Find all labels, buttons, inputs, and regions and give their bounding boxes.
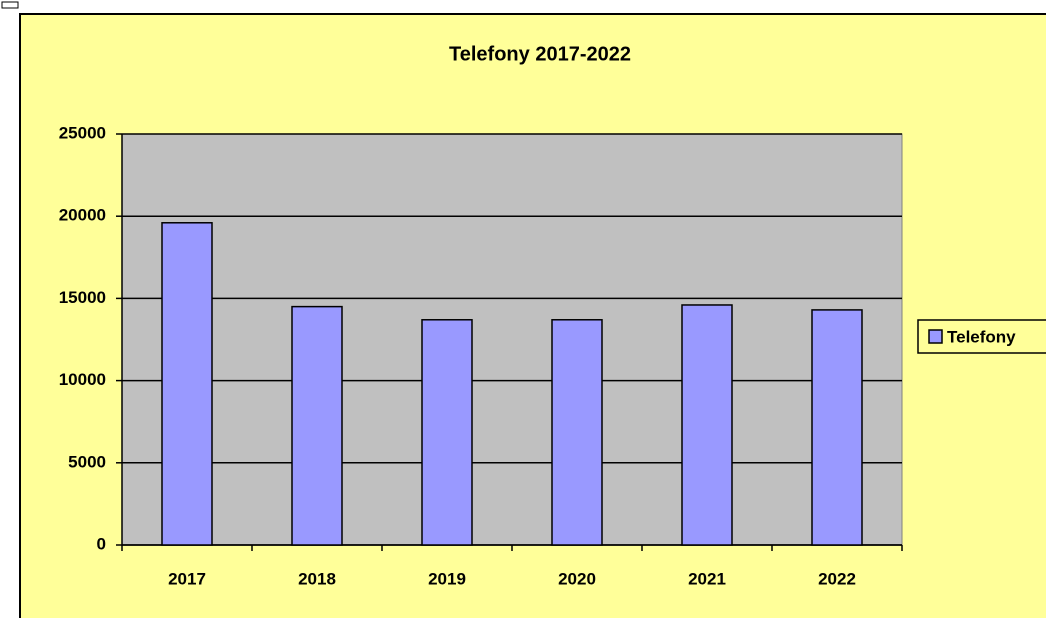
bar	[551, 319, 603, 546]
y-tick-label: 15000	[59, 288, 106, 307]
bar	[811, 309, 863, 546]
bar	[421, 319, 473, 546]
x-tick-label: 2021	[688, 569, 726, 588]
legend-swatch	[928, 329, 943, 344]
x-tick-label: 2020	[558, 569, 596, 588]
chart-title: Telefony 2017-2022	[449, 43, 631, 65]
y-tick-label: 5000	[68, 452, 106, 471]
plot-area	[121, 133, 903, 546]
y-tick-label: 10000	[59, 370, 106, 389]
x-tick-label: 2019	[428, 569, 466, 588]
bar	[681, 304, 733, 546]
bar	[161, 222, 213, 546]
y-tick-label: 0	[97, 534, 106, 553]
x-tick-label: 2017	[168, 569, 206, 588]
y-tick-label: 20000	[59, 206, 106, 225]
y-tick-label: 25000	[59, 123, 106, 142]
resize-handle	[1, 1, 19, 9]
x-tick-label: 2022	[818, 569, 856, 588]
legend-label: Telefony	[947, 327, 1016, 346]
bar	[291, 305, 343, 546]
x-tick-label: 2018	[298, 569, 336, 588]
